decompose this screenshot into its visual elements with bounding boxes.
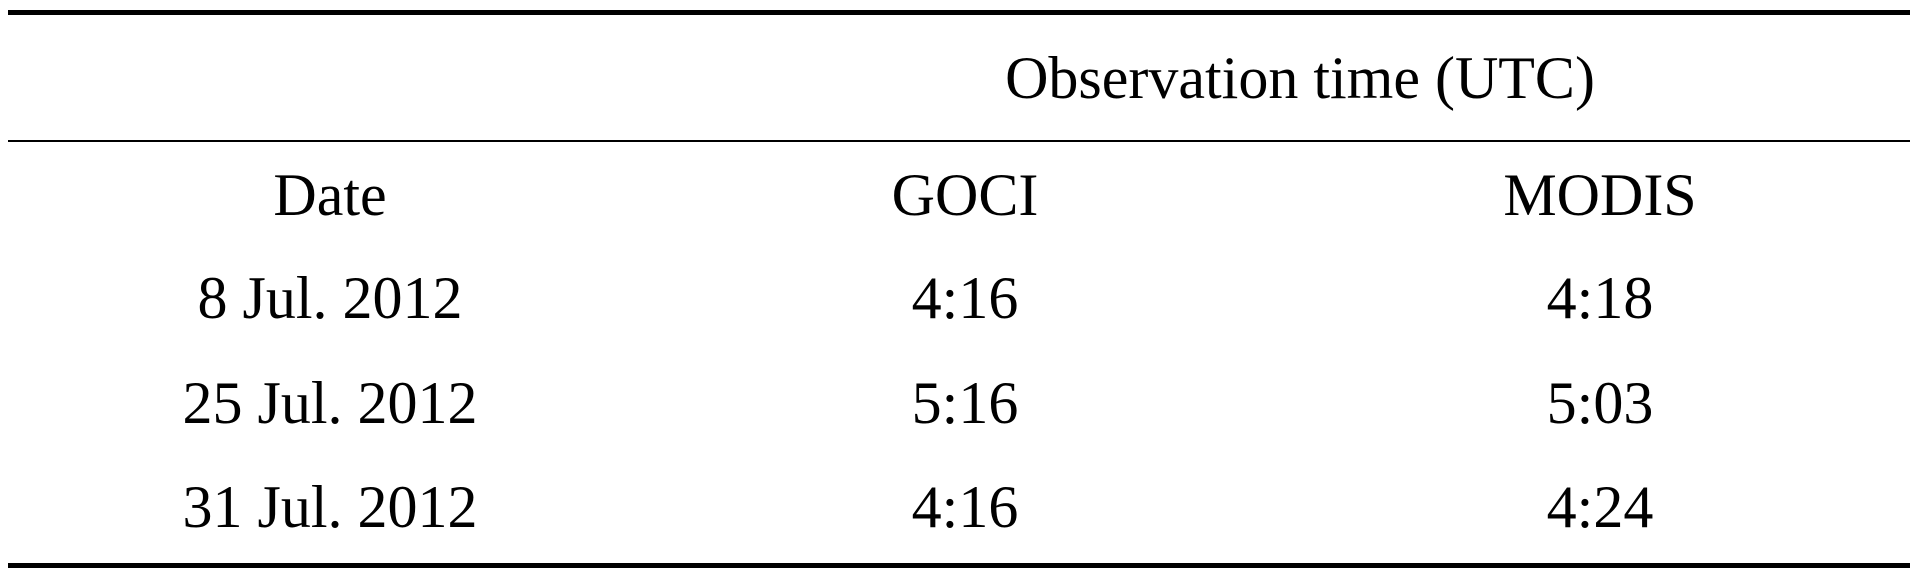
- observation-time-header: Observation time (UTC): [1005, 45, 1595, 111]
- column-header-date: Date: [273, 162, 387, 228]
- goci-time-cell: 4:16: [911, 474, 1019, 540]
- column-header-goci: GOCI: [891, 162, 1039, 228]
- table-header-rule: [8, 140, 1910, 142]
- column-header-modis: MODIS: [1503, 162, 1697, 228]
- date-cell: 8 Jul. 2012: [197, 265, 463, 331]
- table-bottom-rule: [8, 563, 1910, 568]
- modis-time-cell: 4:18: [1546, 265, 1654, 331]
- date-cell: 31 Jul. 2012: [182, 474, 478, 540]
- goci-time-cell: 4:16: [911, 265, 1019, 331]
- goci-time-cell: 5:16: [911, 370, 1019, 436]
- modis-time-cell: 4:24: [1546, 474, 1654, 540]
- date-cell: 25 Jul. 2012: [182, 370, 478, 436]
- modis-time-cell: 5:03: [1546, 370, 1654, 436]
- table-top-rule: [8, 10, 1910, 15]
